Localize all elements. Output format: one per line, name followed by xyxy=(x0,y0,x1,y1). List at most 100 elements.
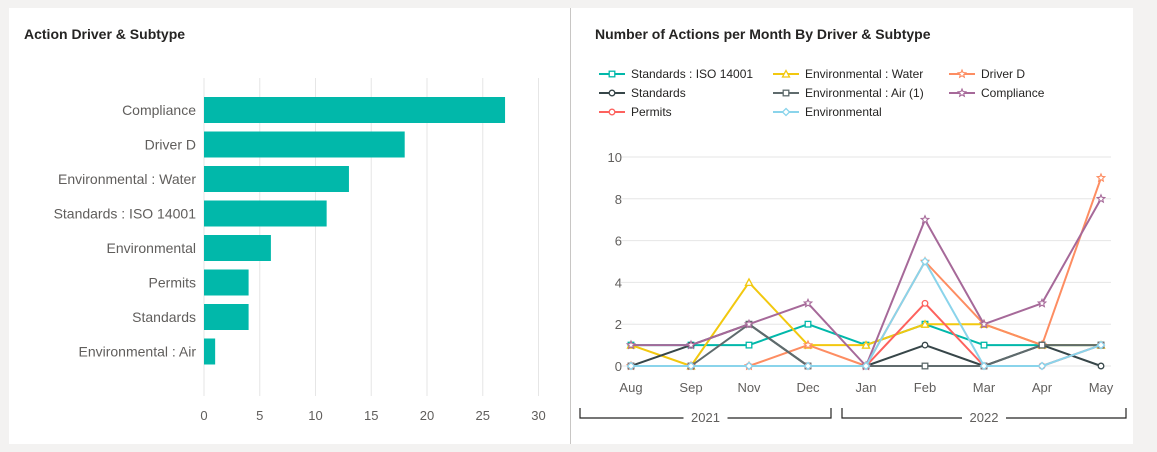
data-point xyxy=(920,319,930,328)
x-tick-label: Aug xyxy=(619,380,642,395)
category-label: Standards : ISO 14001 xyxy=(54,206,197,222)
data-point xyxy=(744,277,754,287)
x-tick-label: 20 xyxy=(420,408,434,423)
legend-label: Driver D xyxy=(981,67,1025,81)
x-tick-label: 5 xyxy=(256,408,263,423)
data-point xyxy=(744,361,754,371)
category-label: Standards xyxy=(132,309,196,325)
data-point xyxy=(980,341,988,349)
year-bracket-left xyxy=(841,408,962,419)
legend-label: Standards : ISO 14001 xyxy=(631,67,753,81)
x-tick-label: Nov xyxy=(737,380,761,395)
year-bracket-left xyxy=(579,408,684,419)
x-tick-label: Sep xyxy=(679,380,702,395)
y-tick-label: 0 xyxy=(615,359,622,374)
x-tick-label: Dec xyxy=(796,380,820,395)
data-point xyxy=(686,361,696,371)
data-point xyxy=(685,339,697,350)
year-bracket-right xyxy=(1006,408,1127,419)
left-chart-panel: Action Driver & Subtype 0 5 10 15 20 25 30 Comp… xyxy=(9,8,570,444)
legend-item: Standards : ISO 14001 xyxy=(599,67,753,81)
line-chart: 0 2 4 6 8 10 Aug Sep Nov Dec Jan Feb Mar Apr May 2021 20… xyxy=(579,67,1127,425)
legend-label: Environmental xyxy=(805,105,882,119)
series-line xyxy=(631,177,1102,367)
category-label: Permits xyxy=(149,275,196,291)
data-point xyxy=(1036,297,1048,308)
year-label: 2022 xyxy=(970,410,999,425)
legend-label: Environmental : Air (1) xyxy=(805,86,924,100)
x-tick-label: 10 xyxy=(308,408,322,423)
series xyxy=(627,299,1105,370)
data-point xyxy=(802,339,814,350)
bar xyxy=(204,338,216,365)
series xyxy=(625,172,1107,371)
x-tick-label: Feb xyxy=(914,380,936,395)
bar-chart: 0 5 10 15 20 25 30 Compliance Driver D Environmen… xyxy=(54,78,546,423)
legend-label: Compliance xyxy=(981,86,1045,100)
legend-marker xyxy=(781,69,791,78)
data-point xyxy=(1038,341,1046,349)
legend-marker xyxy=(608,108,616,116)
x-tick-label: Jan xyxy=(856,380,877,395)
legend-marker xyxy=(608,89,616,97)
series-line xyxy=(631,302,1102,367)
data-point xyxy=(979,361,989,371)
data-point xyxy=(920,257,930,266)
legend-marker xyxy=(781,107,791,117)
line-chart-title: Number of Actions per Month By Driver & … xyxy=(595,26,931,42)
data-point xyxy=(1037,361,1047,371)
bar xyxy=(204,269,249,296)
legend-marker xyxy=(956,68,968,79)
data-point xyxy=(743,318,755,329)
legend-item: Standards xyxy=(599,86,686,100)
x-tick-label: May xyxy=(1089,380,1114,395)
bar xyxy=(204,97,506,123)
data-point xyxy=(861,361,871,371)
bar xyxy=(204,235,271,261)
legend-item: Compliance xyxy=(949,86,1045,100)
y-tick-label: 4 xyxy=(615,275,622,290)
y-tick-label: 2 xyxy=(615,317,622,332)
category-label: Compliance xyxy=(122,102,196,118)
legend-item: Environmental : Air (1) xyxy=(773,86,924,100)
year-bracket-right xyxy=(727,408,832,419)
legend-marker xyxy=(782,89,790,97)
series xyxy=(626,257,1106,371)
x-tick-label: 0 xyxy=(200,408,207,423)
legend-item: Driver D xyxy=(949,67,1025,81)
data-point xyxy=(919,214,931,225)
bar xyxy=(204,200,327,227)
legend-label: Environmental : Water xyxy=(805,67,923,81)
data-point xyxy=(802,297,814,308)
panel-divider xyxy=(570,8,571,444)
y-tick-label: 10 xyxy=(608,150,622,165)
category-label: Driver D xyxy=(145,137,196,153)
data-point xyxy=(861,340,871,349)
data-point xyxy=(625,339,637,350)
bar xyxy=(204,166,349,192)
x-tick-label: Apr xyxy=(1032,380,1053,395)
data-point xyxy=(1095,193,1107,204)
legend-item: Environmental : Water xyxy=(773,67,923,81)
x-tick-label: 30 xyxy=(531,408,545,423)
y-tick-label: 6 xyxy=(615,234,622,249)
legend-label: Standards xyxy=(631,86,686,100)
data-point xyxy=(978,318,990,329)
category-label: Environmental : Water xyxy=(58,171,196,187)
legend-marker xyxy=(956,87,968,98)
y-tick-label: 8 xyxy=(615,192,622,207)
year-label: 2021 xyxy=(691,410,720,425)
bar-chart-title: Action Driver & Subtype xyxy=(24,26,186,42)
data-point xyxy=(921,341,929,349)
data-point xyxy=(803,361,813,371)
x-tick-label: 15 xyxy=(364,408,378,423)
data-point xyxy=(1097,362,1105,370)
data-point xyxy=(1095,172,1107,183)
right-chart-panel: Number of Actions per Month By Driver & … xyxy=(571,8,1133,444)
data-point xyxy=(921,299,929,307)
data-point xyxy=(1096,340,1106,350)
bar xyxy=(204,304,249,330)
legend-label: Permits xyxy=(631,105,672,119)
data-point xyxy=(626,361,636,371)
category-label: Environmental : Air xyxy=(79,344,197,360)
